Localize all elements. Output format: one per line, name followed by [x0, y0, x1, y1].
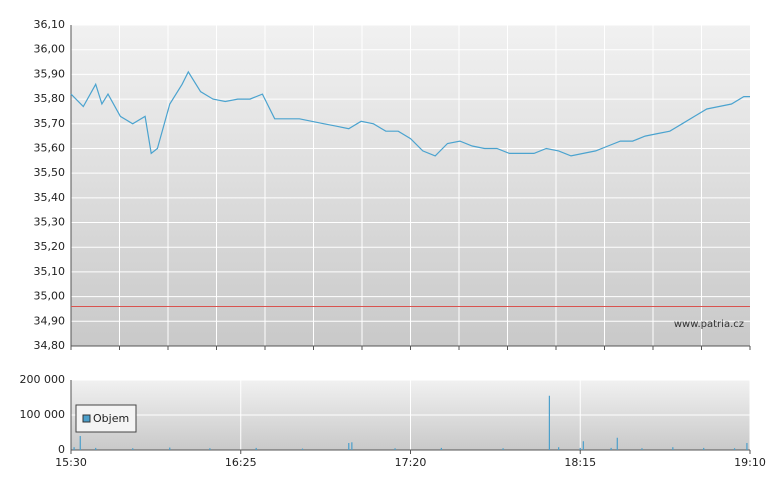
volume-bar	[209, 448, 211, 450]
y-tick-label: 36,10	[34, 18, 66, 31]
volume-bar	[733, 448, 736, 450]
volume-bar	[548, 395, 550, 450]
volume-bar	[582, 441, 584, 450]
watermark: www.patria.cz	[674, 319, 744, 330]
y-tick-label: 35,10	[34, 265, 66, 278]
volume-bar	[394, 448, 396, 450]
volume-bar	[672, 447, 674, 450]
volume-bar	[351, 442, 353, 450]
y-tick-label: 35,30	[34, 216, 66, 229]
volume-bar	[440, 447, 442, 450]
y-tick-label: 35,80	[34, 92, 66, 105]
volume-bar	[703, 447, 705, 450]
x-tick-label: 19:10	[734, 456, 766, 469]
volume-bar	[579, 447, 581, 450]
y-tick-label: 35,40	[34, 191, 66, 204]
volume-bar	[132, 448, 134, 450]
price-line	[70, 70, 750, 157]
x-tick-label: 15:30	[55, 456, 87, 469]
volume-bar	[255, 447, 257, 450]
y-tick-label: 200 000	[20, 373, 66, 386]
volume-bar	[301, 448, 304, 450]
y-tick-label: 0	[58, 443, 65, 456]
volume-bar	[502, 448, 504, 450]
y-tick-label: 35,60	[34, 141, 66, 154]
volume-bar	[558, 447, 560, 450]
y-tick-label: 100 000	[20, 408, 66, 421]
y-tick-label: 35,50	[34, 166, 66, 179]
volume-bar	[73, 447, 75, 450]
y-tick-label: 35,90	[34, 67, 66, 80]
volume-bar	[746, 443, 748, 450]
chart-layer: 34,80 34,90 35,00 35,10 35,20 35,30 35,40 35,50…	[20, 18, 766, 469]
x-tick-label: 18:15	[564, 456, 596, 469]
legend-swatch	[82, 414, 91, 423]
y-tick-label: 34,90	[34, 314, 66, 327]
y-tick-label: 35,70	[34, 117, 66, 130]
volume-bar	[169, 447, 171, 450]
legend-label: Objem	[93, 412, 129, 425]
x-tick-label: 17:20	[395, 456, 427, 469]
y-tick-label: 35,20	[34, 240, 66, 253]
volume-bar	[616, 437, 618, 450]
y-tick-label: 36,00	[34, 43, 66, 56]
volume-bar	[348, 443, 350, 450]
x-tick-label: 16:25	[225, 456, 257, 469]
volume-bar	[610, 447, 612, 450]
y-tick-label: 34,80	[34, 339, 66, 352]
volume-bar	[79, 436, 81, 450]
y-tick-label: 35,00	[34, 290, 66, 303]
volume-bar	[641, 448, 643, 450]
volume-bar	[95, 447, 97, 450]
